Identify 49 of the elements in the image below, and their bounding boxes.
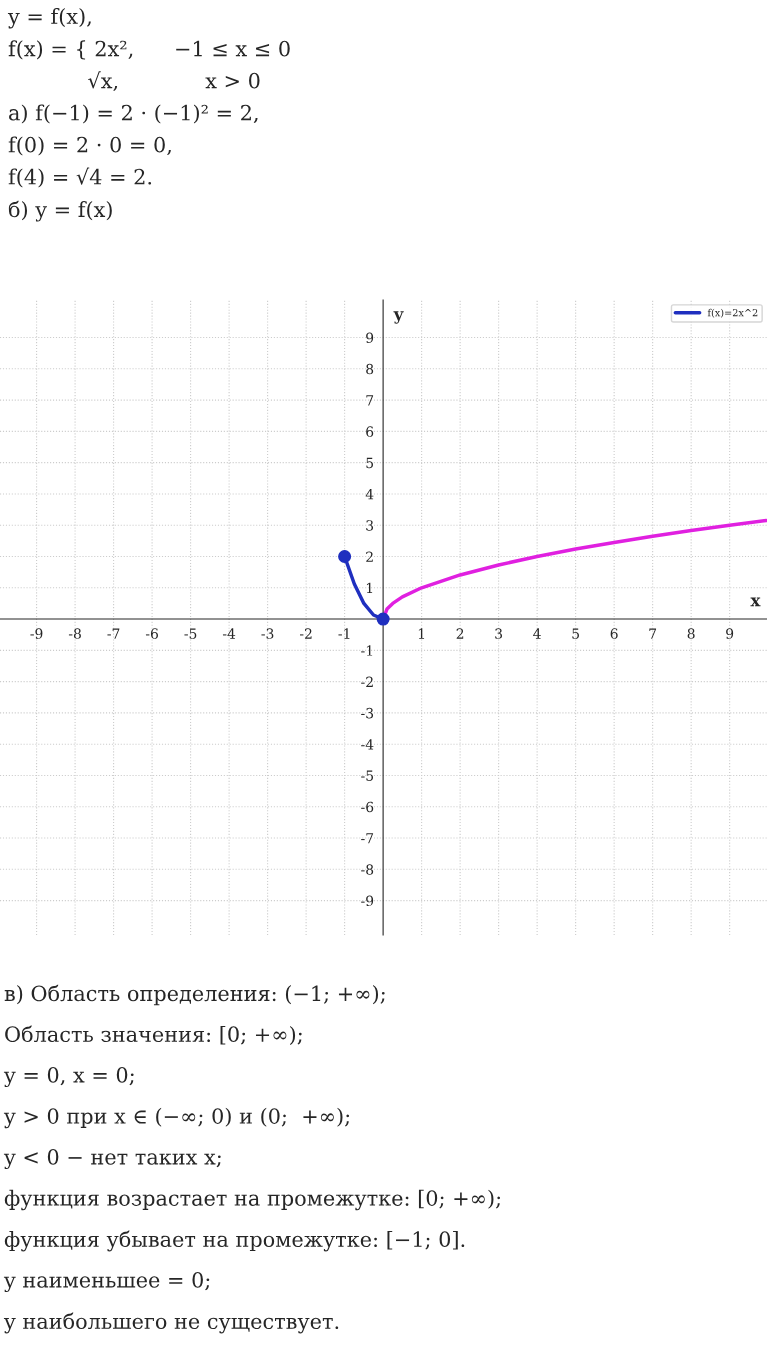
x-tick-label: 9 bbox=[726, 628, 734, 639]
x-tick-label: -2 bbox=[299, 628, 312, 639]
text: y наименьшее = 0; bbox=[3, 1271, 210, 1293]
x-tick-label: -1 bbox=[338, 628, 350, 639]
text: y > 0 при x ∈ (−∞; 0) и (0; +∞); bbox=[3, 1107, 350, 1129]
x-tick-label: -9 bbox=[30, 628, 43, 639]
x-tick-label: 3 bbox=[495, 628, 503, 639]
y-tick-label: 9 bbox=[366, 332, 374, 344]
y-tick-label: 7 bbox=[366, 395, 374, 406]
text: функция убывает на промежутке: [−1; 0]. bbox=[4, 1230, 465, 1252]
x-tick-label: 5 bbox=[572, 628, 579, 639]
legend-label: f(x)=2x^2 bbox=[707, 308, 758, 318]
y-tick-label: 8 bbox=[366, 363, 374, 375]
y-tick-label: -4 bbox=[361, 739, 374, 750]
y-tick-label: 1 bbox=[366, 582, 373, 594]
x-tick-label: -3 bbox=[261, 628, 274, 639]
text: Область значения: [0; +∞); bbox=[5, 1025, 302, 1045]
chart-title: y = f(x), f(x) = { 2x², −1 ≤ x ≤ 0 √x, x > 0 а) f(−1) = 2 · (−1)² = 2, f(0) = 2 · 0 = 0, f(4) = √4 = 2. б) y = f(x) bbox=[7, 8, 290, 222]
y-tick-label: -1 bbox=[361, 645, 373, 656]
y-tick-label: 6 bbox=[366, 426, 374, 437]
x-tick-label: 8 bbox=[687, 628, 695, 639]
y-tick-label: -2 bbox=[361, 676, 373, 687]
y-tick-label: 5 bbox=[366, 457, 374, 469]
x-tick-label: -5 bbox=[184, 628, 197, 639]
text: функция возрастает на промежутке: [0; +∞); bbox=[4, 1189, 501, 1211]
y-tick-label: -9 bbox=[361, 895, 374, 907]
y-tick-label: -7 bbox=[361, 833, 374, 844]
text: y наибольшего не существует. bbox=[3, 1312, 339, 1334]
text: в) Область определения: (−1; +∞); bbox=[4, 984, 385, 1006]
x-tick-label: -6 bbox=[145, 628, 158, 639]
y-axis-title: y bbox=[393, 311, 404, 324]
y-tick-label: 2 bbox=[366, 551, 373, 562]
y-tick-label: -6 bbox=[361, 801, 374, 813]
x-tick-label: -8 bbox=[68, 628, 81, 639]
x-tick-label: 4 bbox=[533, 628, 541, 639]
y-tick-label: 4 bbox=[365, 488, 374, 500]
y-tick-label: 3 bbox=[366, 520, 374, 531]
x-tick-label: -7 bbox=[107, 628, 120, 639]
x-tick-label: -4 bbox=[222, 628, 236, 639]
x-tick-label: 2 bbox=[456, 628, 464, 639]
x-tick-label: 6 bbox=[610, 628, 618, 639]
text: y < 0 − нет таких x; bbox=[3, 1148, 221, 1170]
x-tick-label: 7 bbox=[649, 628, 657, 639]
y-tick-label: -5 bbox=[361, 770, 374, 781]
text: y = 0, x = 0; bbox=[3, 1066, 134, 1088]
y-tick-label: -3 bbox=[361, 707, 374, 719]
x-tick-label: 1 bbox=[418, 628, 425, 639]
x-axis-title: x bbox=[750, 597, 761, 607]
y-tick-label: -8 bbox=[361, 864, 374, 875]
